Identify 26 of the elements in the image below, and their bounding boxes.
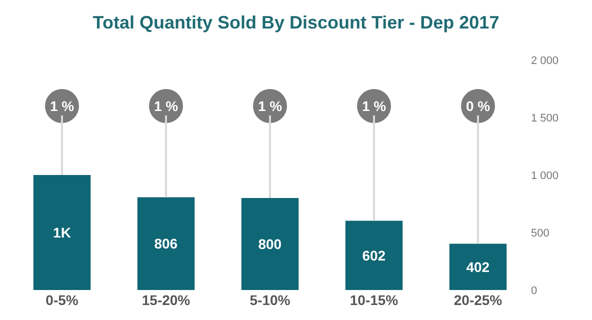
x-tick-label: 10-15% xyxy=(350,292,399,308)
y-tick-label: 1 500 xyxy=(531,112,559,124)
data-label: 602 xyxy=(362,247,386,264)
bar xyxy=(137,197,195,290)
annotation: 1 % xyxy=(362,98,387,114)
x-tick-label: 20-25% xyxy=(454,292,503,308)
annotation: 1 % xyxy=(258,98,283,114)
data-label: 402 xyxy=(466,258,490,275)
data-label: 1K xyxy=(53,224,71,240)
bar xyxy=(345,220,403,290)
annotation: 1 % xyxy=(50,98,75,114)
y-tick-label: 2 000 xyxy=(531,54,559,67)
x-tick-label: 5-10% xyxy=(250,292,291,308)
x-tick-label: 15-20% xyxy=(142,292,191,308)
y-tick-label: 1 000 xyxy=(531,170,559,182)
annotation: 1 % xyxy=(154,98,179,114)
data-label: 806 xyxy=(154,236,178,252)
y-tick-label: 500 xyxy=(531,227,550,240)
bar xyxy=(33,175,91,290)
bar xyxy=(449,244,507,290)
x-tick-label: 0-5% xyxy=(46,292,79,308)
data-label: 800 xyxy=(258,236,282,252)
annotation: 0 % xyxy=(466,98,491,114)
bar xyxy=(241,198,299,290)
y-tick-label: 0 xyxy=(531,284,538,297)
chart-title: Total Quantity Sold By Discount Tier - Dep 2017 xyxy=(92,12,500,33)
